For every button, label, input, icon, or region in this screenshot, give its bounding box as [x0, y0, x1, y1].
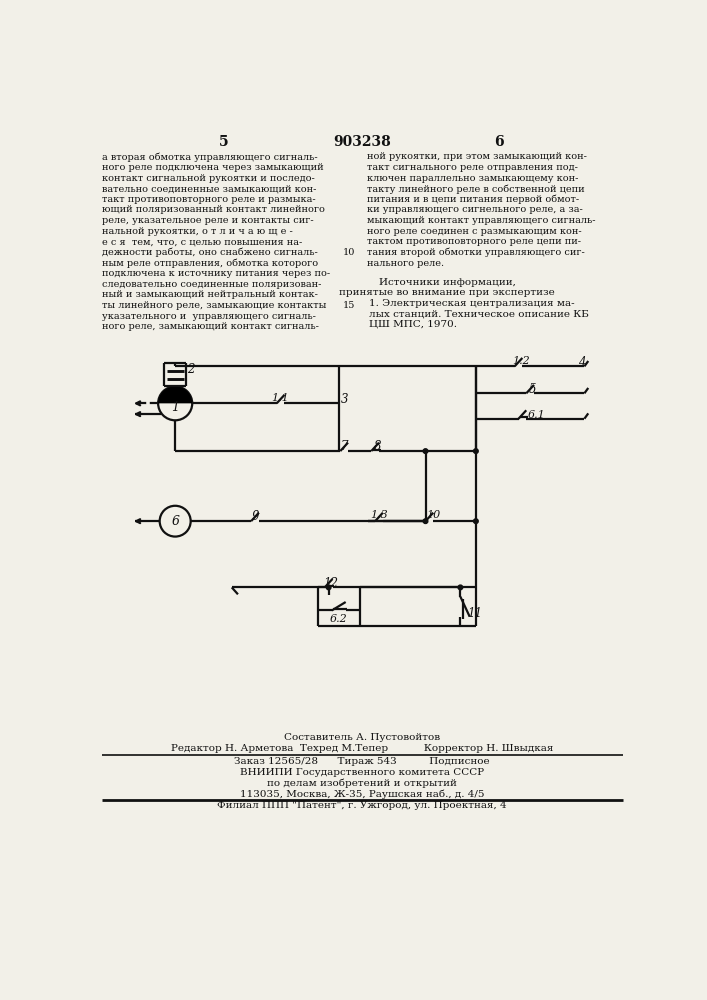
- Circle shape: [423, 449, 428, 453]
- Text: 4: 4: [578, 356, 586, 369]
- Circle shape: [458, 585, 462, 590]
- Text: принятые во внимание при экспертизе: принятые во внимание при экспертизе: [339, 288, 555, 297]
- Text: 1. Электрическая централизация ма-: 1. Электрическая централизация ма-: [369, 299, 575, 308]
- Text: 6.1: 6.1: [527, 410, 545, 420]
- Text: ным реле отправления, обмотка которого: ным реле отправления, обмотка которого: [103, 259, 318, 268]
- Text: по делам изобретений и открытий: по делам изобретений и открытий: [267, 778, 457, 788]
- Text: 5: 5: [529, 383, 536, 396]
- Text: ной рукоятки, при этом замыкающий кон-: ной рукоятки, при этом замыкающий кон-: [368, 152, 588, 161]
- Text: 1.2: 1.2: [512, 356, 530, 366]
- Text: Филиал ППП "Патент", г. Ужгород, ул. Проектная, 4: Филиал ППП "Патент", г. Ужгород, ул. Про…: [217, 801, 507, 810]
- Circle shape: [474, 519, 478, 523]
- Text: 3: 3: [340, 393, 348, 406]
- Text: дежности работы, оно снабжено сигналь-: дежности работы, оно снабжено сигналь-: [103, 248, 318, 257]
- Wedge shape: [158, 386, 192, 403]
- Text: 12: 12: [323, 577, 339, 590]
- Text: указательного и  управляющего сигналь-: указательного и управляющего сигналь-: [103, 312, 316, 321]
- Text: тактом противоповторного реле цепи пи-: тактом противоповторного реле цепи пи-: [368, 237, 581, 246]
- Text: Заказ 12565/28      Тираж 543          Подписное: Заказ 12565/28 Тираж 543 Подписное: [234, 757, 490, 766]
- Text: 5: 5: [219, 135, 229, 149]
- Text: 113035, Москва, Ж-35, Раушская наб., д. 4/5: 113035, Москва, Ж-35, Раушская наб., д. …: [240, 789, 484, 799]
- Text: ного реле, замыкающий контакт сигналь-: ного реле, замыкающий контакт сигналь-: [103, 322, 319, 331]
- Text: ключен параллельно замыкающему кон-: ключен параллельно замыкающему кон-: [368, 174, 579, 183]
- Text: ВНИИПИ Государственного комитета СССР: ВНИИПИ Государственного комитета СССР: [240, 768, 484, 777]
- Text: ного реле соединен с размыкающим кон-: ного реле соединен с размыкающим кон-: [368, 227, 582, 236]
- Text: такт сигнального реле отправления под-: такт сигнального реле отправления под-: [368, 163, 578, 172]
- Text: нальной рукоятки, о т л и ч а ю щ е -: нальной рукоятки, о т л и ч а ю щ е -: [103, 227, 293, 236]
- Text: ный и замыкающий нейтральный контак-: ный и замыкающий нейтральный контак-: [103, 290, 318, 299]
- Text: 6: 6: [494, 135, 504, 149]
- Text: ЦШ МПС, 1970.: ЦШ МПС, 1970.: [369, 319, 457, 328]
- Text: подключена к источнику питания через по-: подключена к источнику питания через по-: [103, 269, 330, 278]
- Text: Составитель А. Пустовойтов: Составитель А. Пустовойтов: [284, 733, 440, 742]
- Text: 1.1: 1.1: [271, 393, 289, 403]
- Circle shape: [327, 585, 331, 590]
- Text: а вторая обмотка управляющего сигналь-: а вторая обмотка управляющего сигналь-: [103, 152, 318, 162]
- Text: нального реле.: нального реле.: [368, 259, 445, 268]
- Text: лых станций. Техническое описание КБ: лых станций. Техническое описание КБ: [369, 309, 589, 318]
- Text: 9: 9: [251, 510, 259, 523]
- Text: ного реле подключена через замыкающий: ного реле подключена через замыкающий: [103, 163, 324, 172]
- Text: 11: 11: [467, 607, 482, 620]
- Text: 6: 6: [171, 515, 179, 528]
- Text: питания и в цепи питания первой обмот-: питания и в цепи питания первой обмот-: [368, 195, 580, 204]
- Text: 15: 15: [343, 301, 355, 310]
- Text: ющий поляризованный контакт линейного: ющий поляризованный контакт линейного: [103, 205, 325, 214]
- Text: 1: 1: [171, 401, 179, 414]
- Text: 10: 10: [426, 510, 440, 520]
- Text: контакт сигнальной рукоятки и последо-: контакт сигнальной рукоятки и последо-: [103, 174, 315, 183]
- Text: 10: 10: [343, 248, 355, 257]
- Text: мыкающий контакт управляющего сигналь-: мыкающий контакт управляющего сигналь-: [368, 216, 596, 225]
- Text: такту линейного реле в собственной цепи: такту линейного реле в собственной цепи: [368, 184, 585, 194]
- Text: 2: 2: [187, 363, 194, 376]
- Text: ты линейного реле, замыкающие контакты: ты линейного реле, замыкающие контакты: [103, 301, 327, 310]
- Text: 1.3: 1.3: [370, 510, 388, 520]
- Text: следовательно соединенные поляризован-: следовательно соединенные поляризован-: [103, 280, 322, 289]
- Text: Источники информации,: Источники информации,: [379, 278, 515, 287]
- Text: 6.2: 6.2: [330, 614, 348, 624]
- Text: ки управляющего сигнельного реле, а за-: ки управляющего сигнельного реле, а за-: [368, 205, 583, 214]
- Text: 7: 7: [340, 440, 348, 453]
- Circle shape: [474, 449, 478, 453]
- Text: е с я  тем, что, с целью повышения на-: е с я тем, что, с целью повышения на-: [103, 237, 303, 246]
- Text: тания второй обмотки управляющего сиг-: тания второй обмотки управляющего сиг-: [368, 248, 585, 257]
- Text: такт противоповторного реле и размыка-: такт противоповторного реле и размыка-: [103, 195, 316, 204]
- Circle shape: [423, 519, 428, 523]
- Text: 903238: 903238: [333, 135, 391, 149]
- Text: реле, указательное реле и контакты сиг-: реле, указательное реле и контакты сиг-: [103, 216, 314, 225]
- Text: вательно соединенные замыкающий кон-: вательно соединенные замыкающий кон-: [103, 184, 317, 193]
- Text: 8: 8: [374, 440, 381, 453]
- Text: Редактор Н. Арметова  Техред М.Тепер           Корректор Н. Швыдкая: Редактор Н. Арметова Техред М.Тепер Корр…: [171, 744, 553, 753]
